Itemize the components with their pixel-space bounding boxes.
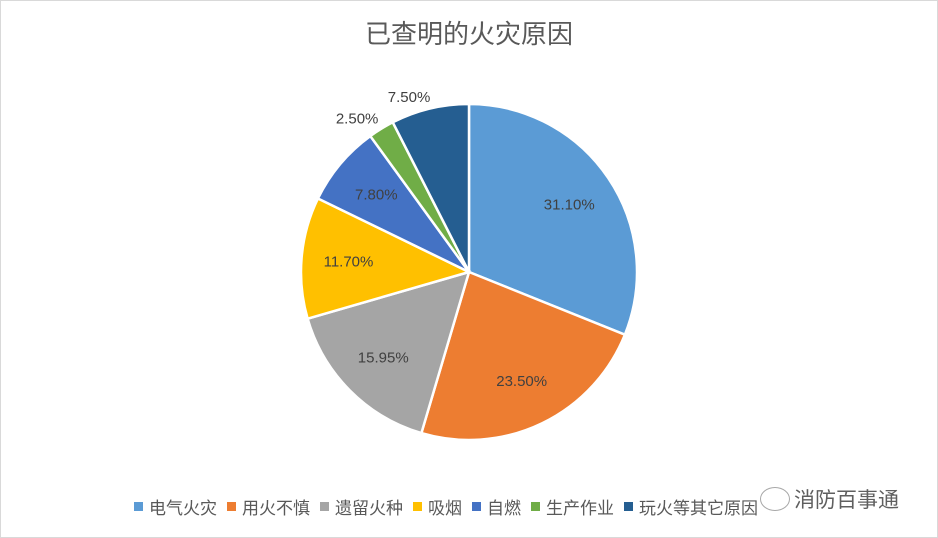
legend-swatch bbox=[413, 502, 422, 511]
legend-item: 电气火灾 bbox=[134, 494, 217, 519]
legend-label: 遗留火种 bbox=[335, 499, 403, 519]
watermark-text: 消防百事通 bbox=[794, 488, 899, 512]
pie-slice bbox=[391, 102, 471, 273]
pie-slice bbox=[306, 270, 471, 435]
legend: 电气火灾 用火不慎 遗留火种 吸烟 自燃 生产作业 玩火等其它原因 bbox=[134, 494, 758, 519]
legend-label: 用火不慎 bbox=[242, 499, 310, 519]
pie-slice bbox=[419, 270, 627, 442]
legend-label: 自燃 bbox=[487, 499, 521, 519]
legend-item: 自燃 bbox=[472, 494, 521, 519]
watermark: 消防百事通 bbox=[760, 484, 899, 514]
legend-item: 生产作业 bbox=[531, 494, 614, 519]
legend-label: 电气火灾 bbox=[149, 499, 217, 519]
legend-swatch bbox=[227, 502, 236, 511]
wechat-icon bbox=[760, 487, 790, 511]
legend-item: 玩火等其它原因 bbox=[624, 494, 758, 519]
legend-swatch bbox=[134, 502, 143, 511]
data-label: 2.50% bbox=[336, 111, 379, 128]
data-label: 31.10% bbox=[544, 196, 595, 213]
legend-swatch bbox=[320, 502, 329, 511]
chart-title: 已查明的火灾原因 bbox=[364, 20, 573, 50]
pie-slice bbox=[467, 102, 639, 337]
legend-swatch bbox=[531, 502, 540, 511]
legend-item: 用火不慎 bbox=[227, 494, 310, 519]
legend-swatch bbox=[472, 502, 481, 511]
legend-label: 玩火等其它原因 bbox=[639, 499, 758, 519]
legend-item: 吸烟 bbox=[413, 494, 462, 519]
legend-label: 生产作业 bbox=[546, 499, 614, 519]
legend-swatch bbox=[624, 502, 633, 511]
data-label: 23.50% bbox=[496, 373, 547, 390]
data-label: 7.80% bbox=[355, 186, 398, 203]
pie-slice bbox=[299, 196, 473, 321]
data-label: 15.95% bbox=[358, 349, 409, 366]
legend-item: 遗留火种 bbox=[320, 494, 403, 519]
legend-label: 吸烟 bbox=[428, 499, 462, 519]
data-label: 11.70% bbox=[324, 254, 374, 271]
data-label: 7.50% bbox=[388, 89, 431, 106]
